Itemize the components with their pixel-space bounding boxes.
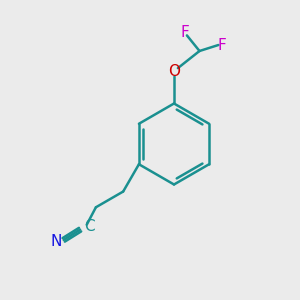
Text: F: F (218, 38, 226, 52)
Text: O: O (168, 64, 180, 80)
Text: F: F (180, 25, 189, 40)
Text: N: N (50, 234, 62, 249)
Text: C: C (84, 219, 94, 234)
